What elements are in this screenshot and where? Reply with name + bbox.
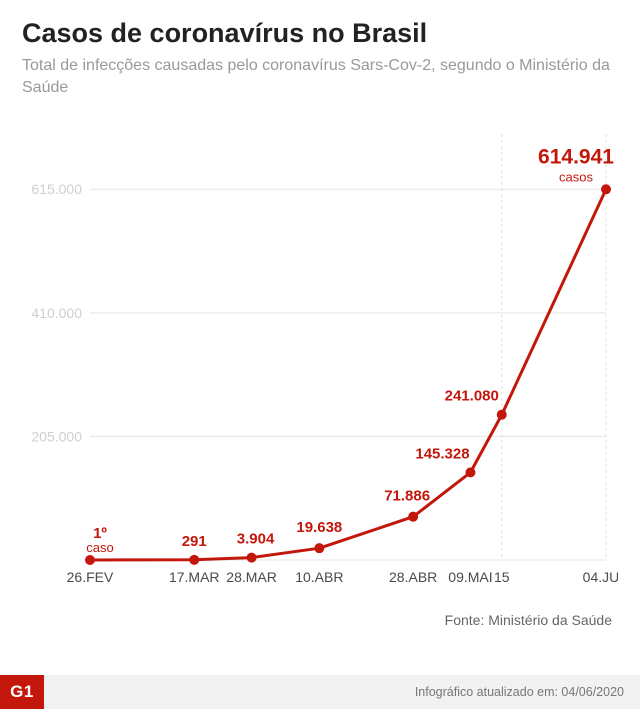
chart-svg: 205.000 410.000 615.000 26.FEV 17.MAR 28.MAR 1… <box>22 106 618 606</box>
svg-text:04.JUN: 04.JUN <box>583 569 618 585</box>
footer-bar: G1 Infográfico atualizado em: 04/06/2020 <box>0 675 640 709</box>
data-label: 71.886 <box>384 488 430 505</box>
data-point <box>408 512 418 522</box>
y-tick: 615.000 <box>31 181 606 197</box>
data-point <box>189 555 199 565</box>
svg-text:28.MAR: 28.MAR <box>226 569 277 585</box>
source-line: Fonte: Ministério da Saúde <box>22 612 618 628</box>
y-tick: 205.000 <box>31 429 606 445</box>
svg-text:15: 15 <box>494 569 510 585</box>
x-tick: 10.ABR <box>295 569 343 585</box>
data-point <box>85 555 95 565</box>
x-tick: 28.ABR <box>389 569 437 585</box>
data-label: 3.904 <box>237 531 275 548</box>
data-label: 241.080 <box>445 388 499 405</box>
x-tick: 28.MAR <box>226 569 277 585</box>
y-tick: 410.000 <box>31 305 606 321</box>
svg-text:615.000: 615.000 <box>31 181 82 197</box>
svg-text:26.FEV: 26.FEV <box>67 569 114 585</box>
data-point <box>601 184 611 194</box>
x-tick: 09.MAI <box>448 569 492 585</box>
data-label: 19.638 <box>296 519 342 536</box>
data-label-sub: caso <box>86 540 113 555</box>
svg-text:10.ABR: 10.ABR <box>295 569 343 585</box>
svg-text:410.000: 410.000 <box>31 305 82 321</box>
logo-g1: G1 <box>0 675 44 709</box>
x-tick: 17.MAR <box>169 569 220 585</box>
data-label: 145.328 <box>415 446 469 463</box>
svg-text:17.MAR: 17.MAR <box>169 569 220 585</box>
data-label-sub: casos <box>559 169 593 184</box>
x-tick: 15 <box>494 569 510 585</box>
svg-text:28.ABR: 28.ABR <box>389 569 437 585</box>
data-label: 614.941 <box>538 145 614 168</box>
page-title: Casos de coronavírus no Brasil <box>22 18 618 49</box>
data-point <box>247 553 257 563</box>
x-tick: 04.JUN <box>583 569 618 585</box>
source-name: Ministério da Saúde <box>488 612 612 628</box>
svg-text:205.000: 205.000 <box>31 429 82 445</box>
source-prefix: Fonte: <box>445 612 485 628</box>
updated-text: Infográfico atualizado em: 04/06/2020 <box>415 685 624 699</box>
page-subtitle: Total de infecções causadas pelo coronav… <box>22 55 618 98</box>
x-tick: 26.FEV <box>67 569 114 585</box>
data-point <box>314 543 324 553</box>
data-point <box>497 410 507 420</box>
data-label: 291 <box>182 533 207 550</box>
chart: 205.000 410.000 615.000 26.FEV 17.MAR 28.MAR 1… <box>22 106 618 606</box>
svg-text:09.MAI: 09.MAI <box>448 569 492 585</box>
series-line <box>90 189 606 560</box>
data-point <box>465 468 475 478</box>
